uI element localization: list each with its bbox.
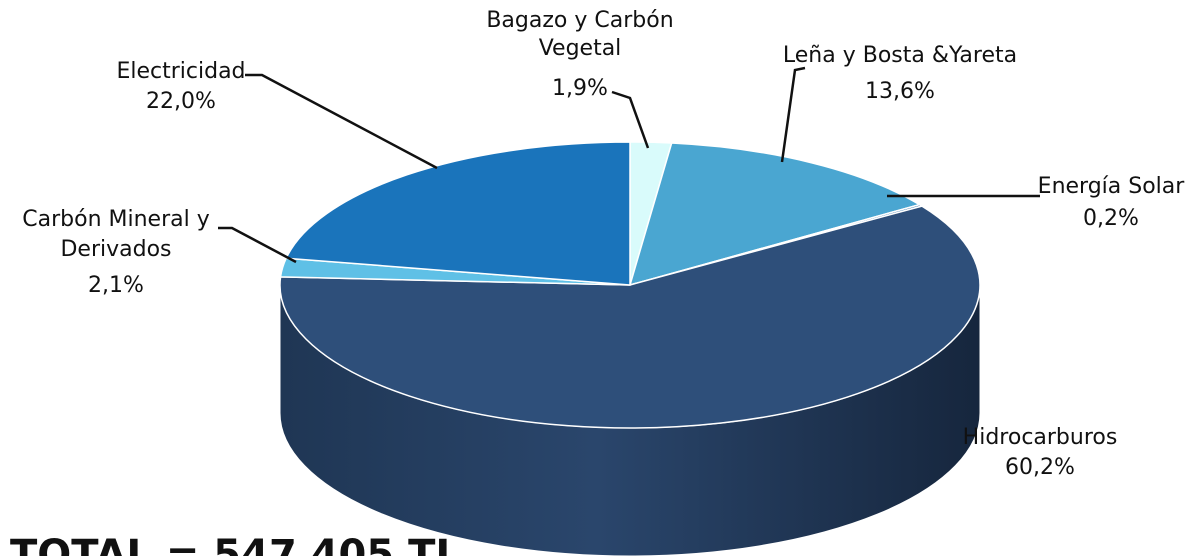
label-bagazo-y-carbon-vegetal-line-2: Vegetal [539, 36, 622, 61]
label-carbon-mineral-y-derivados-line-2: Derivados [60, 237, 171, 262]
leader-lines [218, 66, 1040, 264]
leader-line-electricidad [245, 73, 438, 170]
pie-slice-hidrocarburos [279, 205, 981, 429]
value-label-hidrocarburos: 60,2% [1005, 455, 1075, 480]
pie-slice-electricidad [285, 141, 631, 286]
value-label-carbon-mineral-y-derivados: 2,1% [88, 273, 144, 298]
label-hidrocarburos: Hidrocarburos [963, 425, 1118, 450]
value-label-electricidad: 22,0% [146, 89, 216, 114]
value-label-bagazo-y-carbon-vegetal: 1,9% [552, 76, 608, 101]
label-carbon-mineral-y-derivados-line-1: Carbón Mineral y [22, 207, 209, 232]
leader-line-bagazo-y-carbon-vegetal [611, 90, 650, 149]
total-footer-text: TOTAL = 547 405 TJ [10, 532, 450, 556]
label-energia-solar: Energía Solar [1038, 174, 1186, 199]
label-bagazo-y-carbon-vegetal-line-1: Bagazo y Carbón [486, 8, 673, 33]
label-lena-y-bosta-yareta: Leña y Bosta &Yareta [783, 43, 1017, 68]
value-label-lena-y-bosta-yareta: 13,6% [865, 79, 935, 104]
leader-line-lena-y-bosta-yareta [780, 66, 806, 163]
label-electricidad: Electricidad [116, 59, 245, 84]
value-label-energia-solar: 0,2% [1083, 206, 1139, 231]
pie-top-surface [279, 141, 981, 429]
slice-labels: Bagazo y Carbón Vegetal 1,9% Leña y Bosta &… [22, 8, 1185, 480]
leader-line-carbon-mineral-y-derivados [218, 226, 297, 264]
